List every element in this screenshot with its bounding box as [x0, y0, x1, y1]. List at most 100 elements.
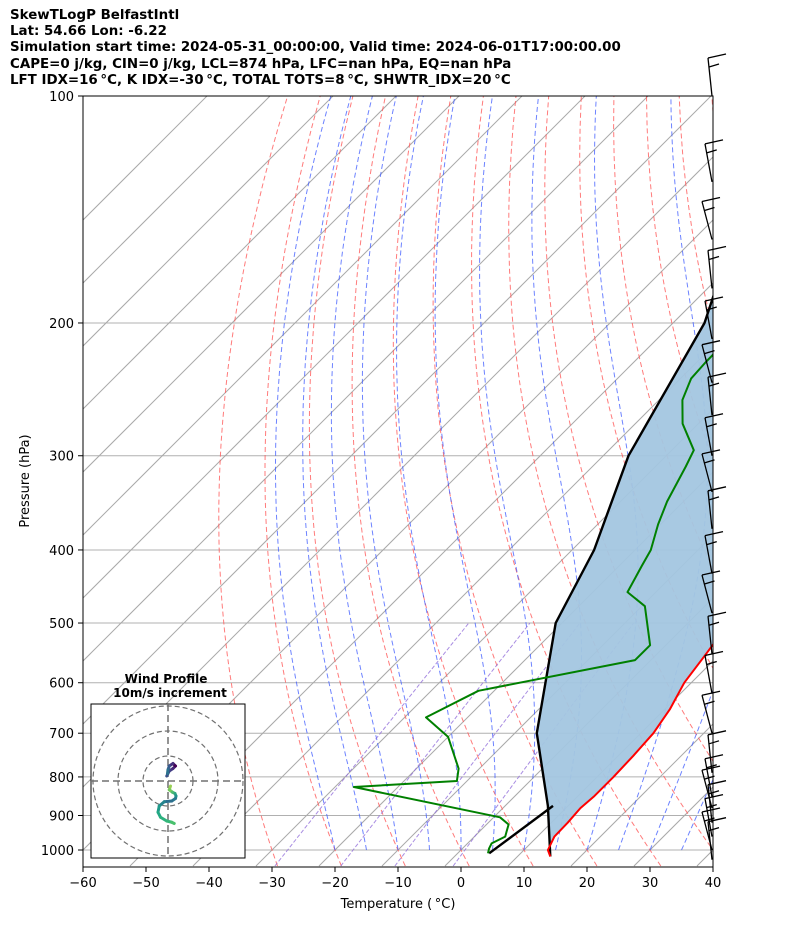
isotherm-line: [83, 96, 397, 410]
isotherm-line: [83, 96, 334, 347]
x-tick-label: −60: [69, 876, 96, 891]
y-tick-label: 600: [49, 677, 74, 692]
wind-barb: [704, 413, 724, 456]
isotherm-line: [570, 723, 713, 867]
sounding-lines: [352, 293, 713, 857]
axes: −60 −50 −40 −30 −20 −10 0 10 20 30 40 100 200 300 400 5…: [41, 90, 721, 891]
wind-barb: [701, 690, 721, 734]
moist-adiabat-line: [681, 778, 713, 851]
x-tick-label: 10: [516, 876, 533, 891]
dry-adiabat-line: [351, 96, 470, 867]
isotherm-line: [83, 96, 712, 725]
x-tick-label: −40: [195, 876, 222, 891]
hodograph-title: Wind Profile: [125, 672, 208, 686]
parcel-lower-line: [488, 804, 554, 855]
mixing-ratio-line: [452, 622, 635, 867]
moist-adiabat-line: [275, 96, 336, 851]
moist-adiabat-line: [531, 96, 582, 851]
dry-adiabat-line: [744, 96, 794, 866]
x-tick-label: −30: [258, 876, 285, 891]
isotherm-line: [760, 96, 794, 866]
isotherm-line: [83, 96, 271, 284]
moist-adiabat-line: [396, 96, 462, 850]
dry-adiabat-line: [508, 96, 713, 851]
wind-barb: [707, 611, 727, 655]
wind-barb: [704, 139, 724, 183]
time-line: Simulation start time: 2024-05-31_00:00:…: [10, 40, 621, 56]
x-tick-label: −50: [132, 876, 159, 891]
y-tick-label: 500: [49, 617, 74, 632]
x-tick-label: −20: [321, 876, 348, 891]
y-tick-label: 700: [49, 727, 74, 742]
cape-cin-fill: [536, 297, 713, 857]
wind-barb: [707, 780, 727, 823]
x-tick-label: 40: [705, 876, 722, 891]
dry-adiabat-line: [392, 96, 534, 867]
y-tick-label: 300: [49, 450, 74, 465]
dry-adiabat-line: [432, 96, 598, 867]
dry-adiabat-line: [579, 96, 713, 670]
moist-adiabat-line: [330, 96, 399, 851]
wind-barb: [707, 486, 727, 529]
x-tick-label: 30: [642, 876, 659, 891]
y-tick-label: 400: [49, 544, 74, 559]
x-tick-label: 0: [457, 876, 465, 891]
moist-adiabat-line: [361, 96, 430, 851]
wind-barb: [704, 531, 724, 574]
y-tick-label: 1000: [41, 844, 74, 859]
wind-barb: [707, 817, 727, 860]
y-tick-label: 200: [49, 317, 74, 332]
dry-adiabat-line: [264, 96, 342, 867]
isotherm-line: [83, 96, 649, 662]
isotherm-line: [83, 96, 460, 473]
dry-adiabat-line: [218, 96, 289, 867]
moist-adiabat-line: [479, 96, 536, 851]
isotherm-line: [192, 345, 713, 867]
chart-title: SkewTLogP BelfastIntl: [10, 8, 180, 23]
isotherm-line: [129, 282, 713, 867]
chart-header: SkewTLogP BelfastIntl Lat: 54.66 Lon: -6…: [10, 8, 780, 89]
indices-line-2: LFT IDX=16 °C, K IDX=-30 °C, TOTAL TOTS=…: [10, 72, 511, 88]
dry-adiabat-line: [308, 96, 406, 867]
y-axis-label: Pressure (hPa): [18, 434, 33, 527]
wind-barb: [707, 53, 727, 97]
wind-barbs: [701, 53, 727, 860]
hodograph-trace-upper: [166, 768, 170, 775]
cin-fill-area: [536, 297, 713, 857]
y-tick-label: 900: [49, 809, 74, 824]
hodograph-trace: [170, 820, 176, 825]
x-tick-label: −10: [384, 876, 411, 891]
indices-line-1: CAPE=0 j/kg, CIN=0 j/kg, LCL=874 hPa, LF…: [10, 56, 512, 72]
dry-adiabat-line: [777, 96, 794, 866]
y-tick-label: 800: [49, 771, 74, 786]
wind-barb: [704, 296, 724, 340]
y-tick-label: 100: [49, 90, 74, 105]
location-line: Lat: 54.66 Lon: -6.22: [10, 24, 167, 40]
isotherm-line: [83, 96, 523, 536]
wind-barb: [701, 196, 721, 240]
x-tick-label: 20: [579, 876, 596, 891]
hodograph-subtitle: 10m/s increment: [113, 686, 227, 700]
moist-adiabat-line: [712, 848, 713, 850]
wind-barb: [707, 245, 727, 289]
wind-barb: [704, 793, 724, 837]
isotherm-line: [381, 534, 713, 867]
moist-adiabat-line: [302, 96, 367, 851]
hodograph-inset: Wind Profile 10m/s increment: [90, 672, 246, 859]
parcel-line: [535, 293, 713, 857]
dewpoint-line: [352, 353, 713, 854]
isotherm-line: [83, 96, 586, 599]
temperature-line: [546, 642, 713, 857]
mixing-ratio-line: [394, 622, 581, 867]
moist-adiabat-line: [434, 96, 496, 851]
wind-barb: [707, 372, 727, 416]
wind-barb: [701, 449, 721, 493]
wind-barb: [701, 570, 721, 614]
wind-barb: [701, 765, 721, 809]
mixing-ratio-line: [274, 622, 470, 867]
dry-adiabat-line: [711, 96, 713, 119]
mixing-ratio-line: [340, 622, 531, 867]
x-axis-label: Temperature ( °C): [340, 897, 456, 912]
moist-adiabat-line: [649, 688, 713, 851]
